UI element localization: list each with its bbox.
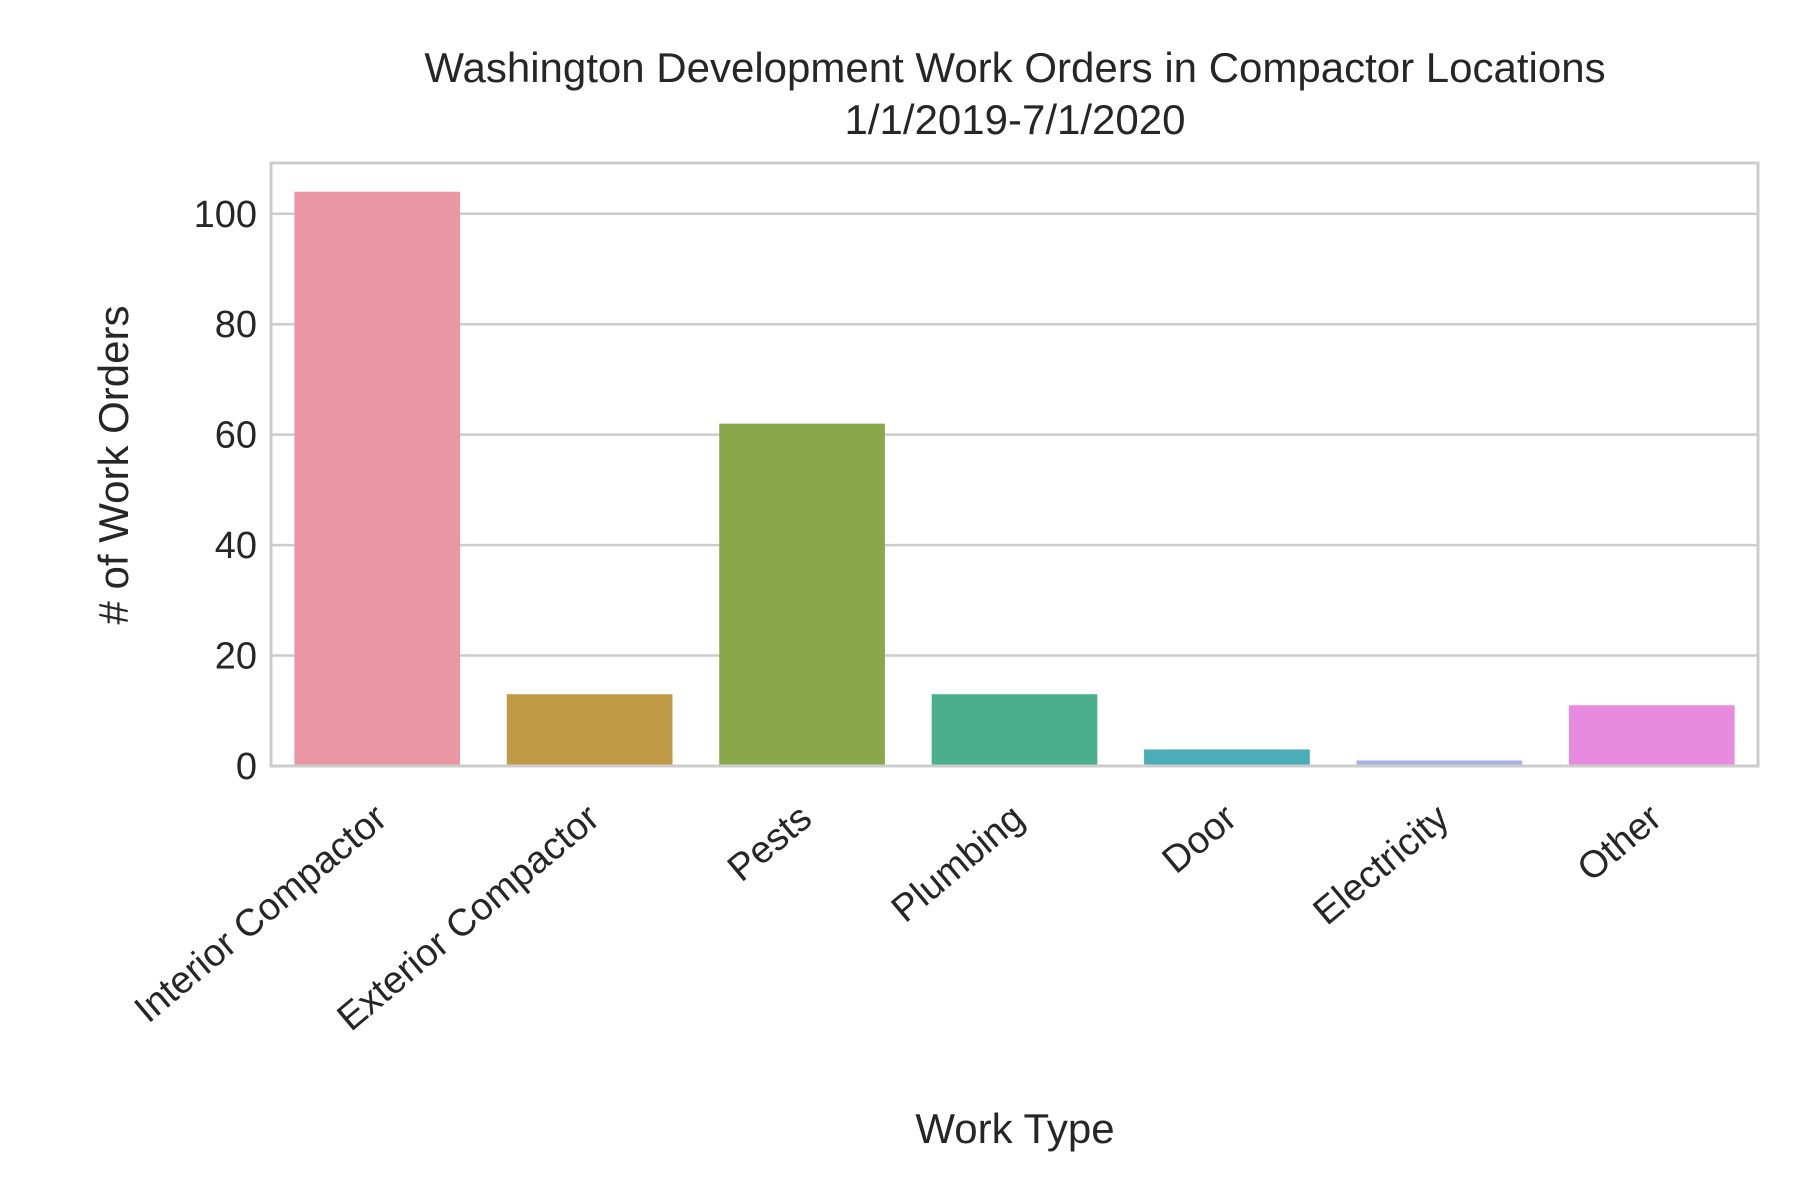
- plot-frame: [269, 161, 1760, 768]
- x-tick-label: Door: [1155, 797, 1245, 882]
- bar-plumbing: [931, 694, 1098, 766]
- bar-exterior-compactor: [506, 694, 673, 766]
- y-tick-labels: 0 20 40 60 80 100: [194, 194, 257, 788]
- y-tick-label: 40: [215, 525, 257, 567]
- chart-title-line2: 1/1/2019-7/1/2020: [845, 96, 1186, 143]
- bar-electricity: [1356, 760, 1523, 766]
- x-axis-label: Work Type: [915, 1105, 1114, 1152]
- x-tick-label: Pests: [720, 797, 820, 890]
- bar-other: [1568, 705, 1735, 766]
- chart-title-line1: Washington Development Work Orders in Co…: [424, 44, 1605, 91]
- x-tick-label: Other: [1570, 797, 1670, 890]
- bar-interior-compactor: [294, 191, 461, 766]
- x-tick-label: Electricity: [1306, 797, 1458, 934]
- bars: [294, 191, 1735, 766]
- y-tick-label: 100: [194, 194, 257, 236]
- x-tick-label: Plumbing: [884, 797, 1032, 931]
- bar-door: [1144, 749, 1310, 766]
- gridlines: [271, 212, 1758, 768]
- bar-pests: [719, 423, 885, 766]
- y-axis-label: # of Work Orders: [90, 306, 137, 625]
- y-tick-label: 0: [236, 746, 257, 788]
- y-tick-label: 20: [215, 636, 257, 678]
- y-tick-label: 80: [215, 304, 257, 346]
- y-tick-label: 60: [215, 415, 257, 457]
